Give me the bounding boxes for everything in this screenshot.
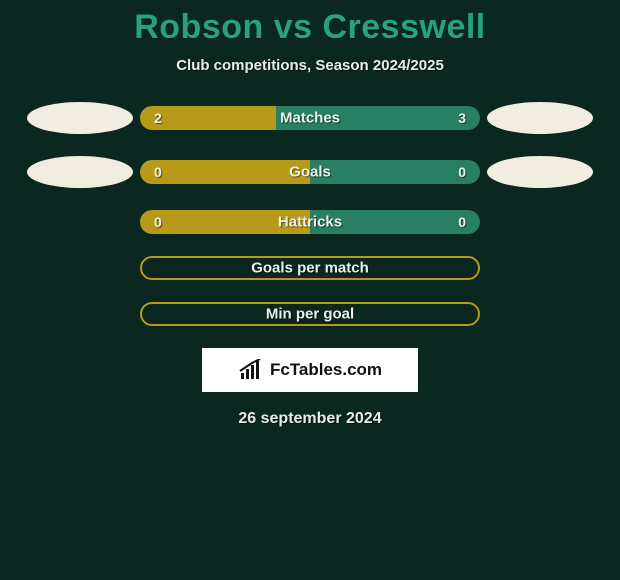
stat-bar: Goals per match <box>140 256 480 280</box>
bar-right-value: 0 <box>458 214 466 230</box>
footer-date: 26 september 2024 <box>0 410 620 428</box>
stat-row: Min per goal <box>0 302 620 326</box>
stat-bar: 0 0 Hattricks <box>140 210 480 234</box>
stat-bar: 2 3 Matches <box>140 106 480 130</box>
bar-left-value: 0 <box>154 164 162 180</box>
bar-right-fill <box>310 160 480 184</box>
bar-label: Goals per match <box>251 260 369 277</box>
bar-left-value: 2 <box>154 110 162 126</box>
stat-bars-container: 2 3 Matches 0 0 Goals 0 0 Hattricks Goals per mat… <box>0 102 620 326</box>
team-right-ellipse <box>487 156 593 188</box>
bar-label: Matches <box>280 110 340 127</box>
team-left-ellipse <box>27 156 133 188</box>
bar-label: Hattricks <box>278 214 342 231</box>
bar-label: Min per goal <box>266 306 354 323</box>
team-left-ellipse <box>27 102 133 134</box>
left-side <box>20 102 140 134</box>
chart-icon <box>238 359 266 381</box>
stat-row: Goals per match <box>0 256 620 280</box>
left-side <box>20 156 140 188</box>
bar-right-value: 0 <box>458 164 466 180</box>
stat-bar: Min per goal <box>140 302 480 326</box>
stat-row: 2 3 Matches <box>0 102 620 134</box>
page-title: Robson vs Cresswell <box>0 0 620 47</box>
stat-bar: 0 0 Goals <box>140 160 480 184</box>
stat-row: 0 0 Hattricks <box>0 210 620 234</box>
right-side <box>480 102 600 134</box>
bar-right-value: 3 <box>458 110 466 126</box>
brand-text: FcTables.com <box>270 360 382 380</box>
team-right-ellipse <box>487 102 593 134</box>
bar-left-fill <box>140 160 310 184</box>
page-subtitle: Club competitions, Season 2024/2025 <box>0 57 620 74</box>
stat-row: 0 0 Goals <box>0 156 620 188</box>
bar-left-value: 0 <box>154 214 162 230</box>
bar-label: Goals <box>289 164 331 181</box>
right-side <box>480 156 600 188</box>
brand-box: FcTables.com <box>202 348 418 392</box>
